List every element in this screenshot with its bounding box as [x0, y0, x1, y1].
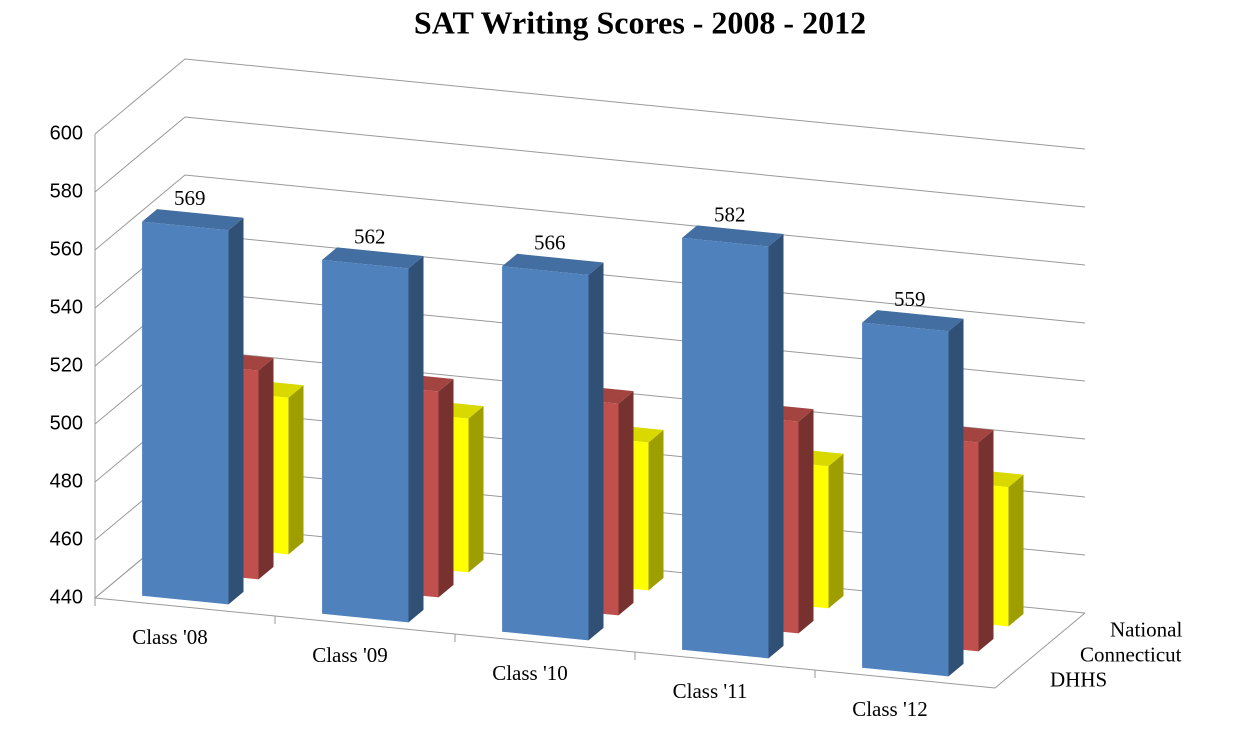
chart-title: SAT Writing Scores - 2008 - 2012	[414, 4, 866, 40]
y-tick-label: 540	[50, 296, 83, 318]
bar-front	[322, 259, 409, 623]
grid-line	[94, 116, 1086, 208]
bar-side	[1008, 474, 1024, 627]
y-tick-label: 580	[50, 180, 83, 202]
bar-front	[862, 322, 949, 677]
bar-side	[828, 453, 844, 609]
data-label: 569	[174, 186, 206, 210]
bar-top	[322, 247, 424, 269]
bar-side	[468, 406, 484, 573]
y-tick-label: 480	[50, 470, 83, 492]
y-tick-label: 440	[50, 586, 83, 608]
data-label: 559	[894, 287, 926, 311]
bar-side	[438, 378, 454, 598]
bar	[862, 310, 964, 677]
bar	[682, 225, 784, 659]
y-tick-label: 460	[50, 528, 83, 550]
bar-front	[142, 221, 229, 605]
series-label: DHHS	[1050, 667, 1107, 691]
bar-side	[978, 430, 994, 652]
series-label: National	[1110, 617, 1182, 641]
x-tick-label: Class '12	[852, 697, 928, 721]
bar-side	[228, 217, 244, 605]
bar-side	[618, 391, 634, 616]
bar-top	[142, 209, 244, 231]
y-tick-label: 520	[50, 354, 83, 376]
bar-top	[502, 253, 604, 275]
data-label: 566	[534, 231, 566, 255]
bar-side	[648, 429, 664, 591]
bar-front	[502, 266, 589, 641]
data-label: 582	[714, 202, 746, 226]
bar-front	[682, 237, 769, 659]
bar-side	[288, 385, 304, 555]
bar	[322, 247, 424, 623]
bar-side	[768, 234, 784, 659]
bar-top	[862, 310, 964, 332]
data-label: 562	[354, 224, 386, 248]
bar	[502, 253, 604, 641]
bar-side	[588, 262, 604, 641]
bar	[142, 209, 244, 605]
y-tick-label: 560	[50, 238, 83, 260]
y-tick-label: 500	[50, 412, 83, 434]
bar-side	[408, 256, 424, 623]
series-label: Connecticut	[1080, 642, 1182, 666]
bar-top	[682, 225, 784, 247]
x-tick-label: Class '08	[132, 625, 208, 649]
bar-side	[258, 358, 274, 580]
y-tick-label: 600	[50, 122, 83, 144]
bar-side	[798, 409, 814, 634]
bar-side	[948, 318, 964, 677]
x-tick-label: Class '11	[673, 679, 748, 703]
grid-line	[94, 174, 1086, 266]
grid-line	[94, 58, 1086, 150]
x-tick-label: Class '10	[492, 661, 568, 685]
x-tick-label: Class '09	[312, 643, 388, 667]
